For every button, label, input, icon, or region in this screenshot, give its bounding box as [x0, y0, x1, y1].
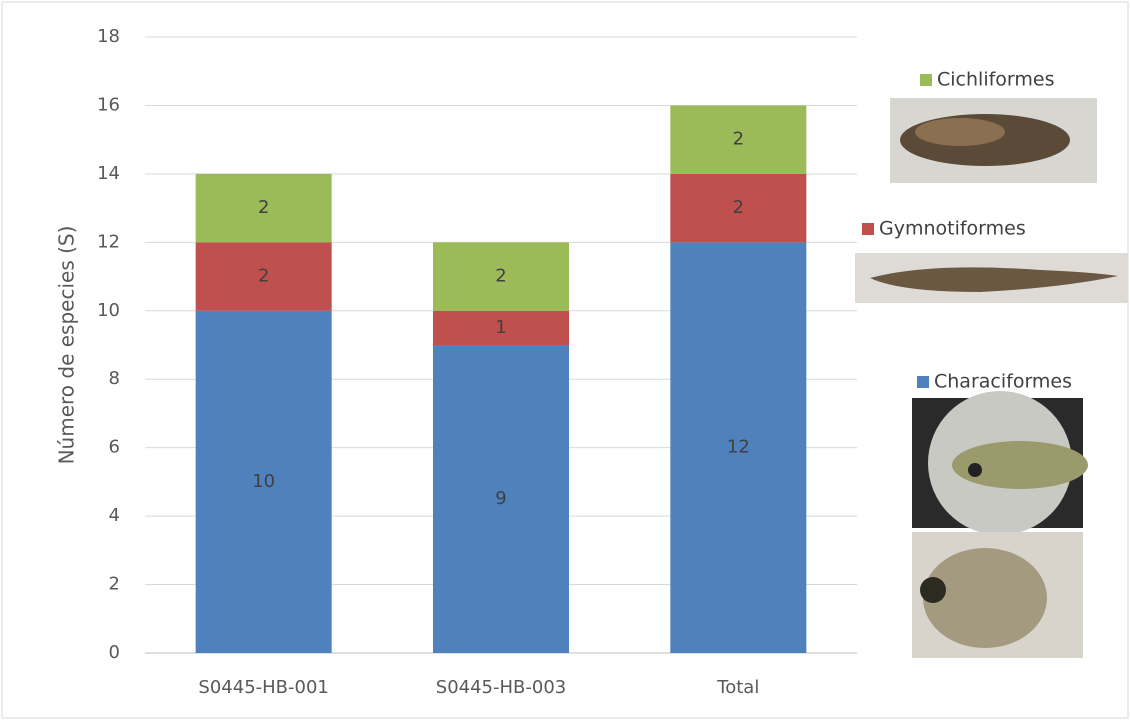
bar-segment [670, 242, 807, 654]
y-tick-label: 4 [109, 505, 120, 526]
bar-segment [195, 242, 332, 311]
value-label: 2 [733, 129, 744, 150]
bar-segment [670, 105, 807, 174]
photo-pacu [912, 532, 1083, 658]
y-tick-label: 6 [109, 437, 120, 458]
y-axis-label: Número de especies (S) [55, 226, 79, 465]
x-tick-label: Total [716, 677, 759, 698]
photo-characin [912, 391, 1088, 535]
bar-segment [433, 310, 569, 345]
bar-segment [433, 242, 569, 311]
bar-segment [195, 310, 332, 653]
value-label: 10 [252, 471, 275, 492]
legend-swatch [920, 74, 932, 86]
value-label: 1 [495, 317, 506, 338]
y-tick-label: 12 [97, 231, 120, 252]
value-label: 9 [495, 488, 506, 509]
y-tick-label: 14 [97, 163, 120, 184]
y-tick-label: 18 [97, 26, 120, 47]
value-label: 2 [733, 197, 744, 218]
bar-segment [670, 173, 807, 243]
legend-swatch [862, 223, 874, 235]
legend-label: Cichliformes [937, 69, 1054, 91]
x-tick-label: S0445-HB-003 [436, 677, 566, 698]
y-tick-label: 8 [109, 368, 120, 389]
photo-cichlid [890, 98, 1097, 183]
y-tick-label: 2 [109, 574, 120, 595]
photo-gymnotiform [855, 253, 1128, 303]
value-label: 12 [727, 437, 750, 458]
y-tick-label: 16 [97, 94, 120, 115]
value-label: 2 [258, 266, 269, 287]
y-tick-label: 0 [109, 642, 120, 663]
bar-segment [433, 345, 569, 653]
y-tick-label: 10 [97, 300, 120, 321]
bar-segment [195, 173, 332, 243]
legend-label: Characiformes [934, 371, 1072, 393]
value-label: 2 [258, 197, 269, 218]
value-label: 2 [495, 266, 506, 287]
x-tick-label: S0445-HB-001 [198, 677, 328, 698]
legend-swatch [917, 376, 929, 388]
legend-label: Gymnotiformes [879, 218, 1026, 240]
